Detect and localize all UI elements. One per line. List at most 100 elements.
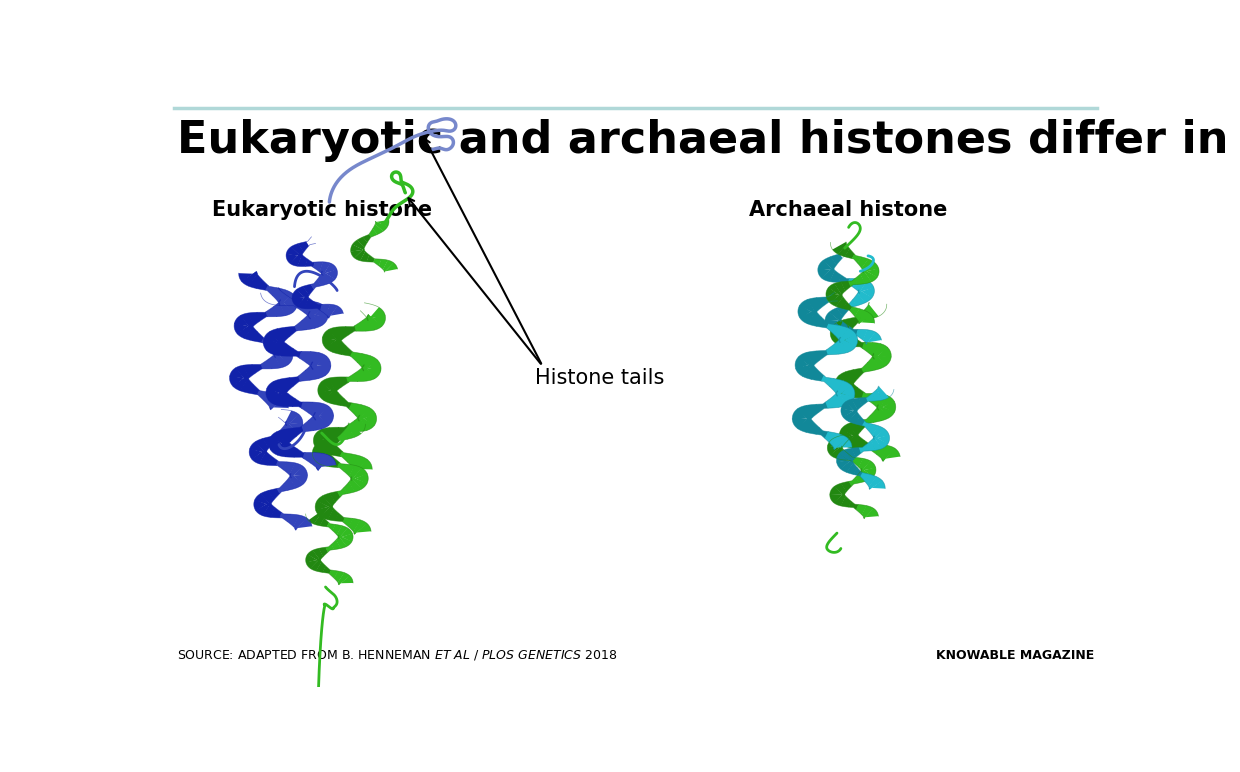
Polygon shape <box>358 415 374 431</box>
Polygon shape <box>869 480 885 489</box>
Polygon shape <box>869 476 883 489</box>
Polygon shape <box>844 448 856 461</box>
Polygon shape <box>279 300 298 313</box>
Polygon shape <box>826 293 842 303</box>
Polygon shape <box>322 329 341 344</box>
Polygon shape <box>311 353 327 370</box>
Polygon shape <box>358 408 376 422</box>
Polygon shape <box>868 424 879 435</box>
Polygon shape <box>863 269 878 282</box>
Polygon shape <box>337 377 348 388</box>
Polygon shape <box>268 389 285 405</box>
Polygon shape <box>874 436 888 449</box>
Polygon shape <box>838 449 852 462</box>
Polygon shape <box>837 449 848 460</box>
Polygon shape <box>329 437 340 447</box>
Polygon shape <box>298 370 310 381</box>
Polygon shape <box>872 354 887 369</box>
Polygon shape <box>373 259 382 266</box>
Polygon shape <box>347 423 361 437</box>
Polygon shape <box>837 391 854 405</box>
Polygon shape <box>234 315 253 330</box>
Polygon shape <box>265 306 278 317</box>
Polygon shape <box>306 351 320 367</box>
Polygon shape <box>836 305 848 317</box>
Polygon shape <box>229 367 248 381</box>
Polygon shape <box>308 312 322 328</box>
Polygon shape <box>283 394 295 407</box>
Polygon shape <box>268 354 280 369</box>
Polygon shape <box>278 290 293 305</box>
Polygon shape <box>856 330 868 340</box>
Polygon shape <box>376 222 388 232</box>
Polygon shape <box>846 432 859 449</box>
Polygon shape <box>275 461 288 470</box>
Polygon shape <box>309 512 321 524</box>
Polygon shape <box>299 351 311 364</box>
Polygon shape <box>853 467 863 477</box>
Polygon shape <box>362 234 371 242</box>
Polygon shape <box>337 432 347 442</box>
Polygon shape <box>274 352 289 368</box>
Polygon shape <box>263 503 275 517</box>
Polygon shape <box>279 513 290 522</box>
Polygon shape <box>277 483 289 494</box>
Polygon shape <box>835 381 853 394</box>
Polygon shape <box>846 399 858 413</box>
Polygon shape <box>797 405 812 422</box>
Polygon shape <box>322 566 331 574</box>
Polygon shape <box>873 347 892 359</box>
Polygon shape <box>275 390 289 406</box>
Polygon shape <box>846 462 858 475</box>
Polygon shape <box>838 331 851 347</box>
Polygon shape <box>311 362 331 376</box>
Polygon shape <box>362 356 378 371</box>
Polygon shape <box>848 501 859 510</box>
Polygon shape <box>294 448 306 459</box>
Polygon shape <box>294 515 306 530</box>
Polygon shape <box>345 325 357 336</box>
Polygon shape <box>336 327 348 340</box>
Polygon shape <box>311 356 331 370</box>
Polygon shape <box>248 313 260 326</box>
Polygon shape <box>296 295 309 309</box>
Polygon shape <box>337 573 350 584</box>
Polygon shape <box>239 378 253 393</box>
Polygon shape <box>314 403 329 420</box>
Polygon shape <box>835 483 847 496</box>
Polygon shape <box>843 318 856 331</box>
Polygon shape <box>288 514 299 527</box>
Polygon shape <box>295 518 312 530</box>
Polygon shape <box>828 283 842 296</box>
Polygon shape <box>836 320 851 335</box>
Polygon shape <box>321 263 337 276</box>
Polygon shape <box>866 393 875 401</box>
Polygon shape <box>339 535 352 547</box>
Polygon shape <box>839 432 858 446</box>
Polygon shape <box>239 272 258 282</box>
Polygon shape <box>243 364 255 378</box>
Polygon shape <box>337 425 350 435</box>
Polygon shape <box>291 243 304 256</box>
Polygon shape <box>309 302 325 319</box>
Polygon shape <box>301 402 314 414</box>
Polygon shape <box>832 330 848 345</box>
Polygon shape <box>831 323 848 336</box>
Polygon shape <box>839 328 856 343</box>
Polygon shape <box>303 284 314 296</box>
Polygon shape <box>866 440 875 451</box>
Polygon shape <box>329 377 341 392</box>
Polygon shape <box>260 490 274 505</box>
Polygon shape <box>848 279 859 289</box>
Polygon shape <box>351 468 367 480</box>
Polygon shape <box>367 314 382 330</box>
Polygon shape <box>327 508 339 521</box>
Polygon shape <box>248 384 260 394</box>
Polygon shape <box>837 453 853 462</box>
Polygon shape <box>853 387 864 398</box>
Polygon shape <box>332 340 346 354</box>
Polygon shape <box>856 472 867 483</box>
Polygon shape <box>331 540 341 550</box>
Polygon shape <box>826 396 838 408</box>
Polygon shape <box>849 306 859 317</box>
